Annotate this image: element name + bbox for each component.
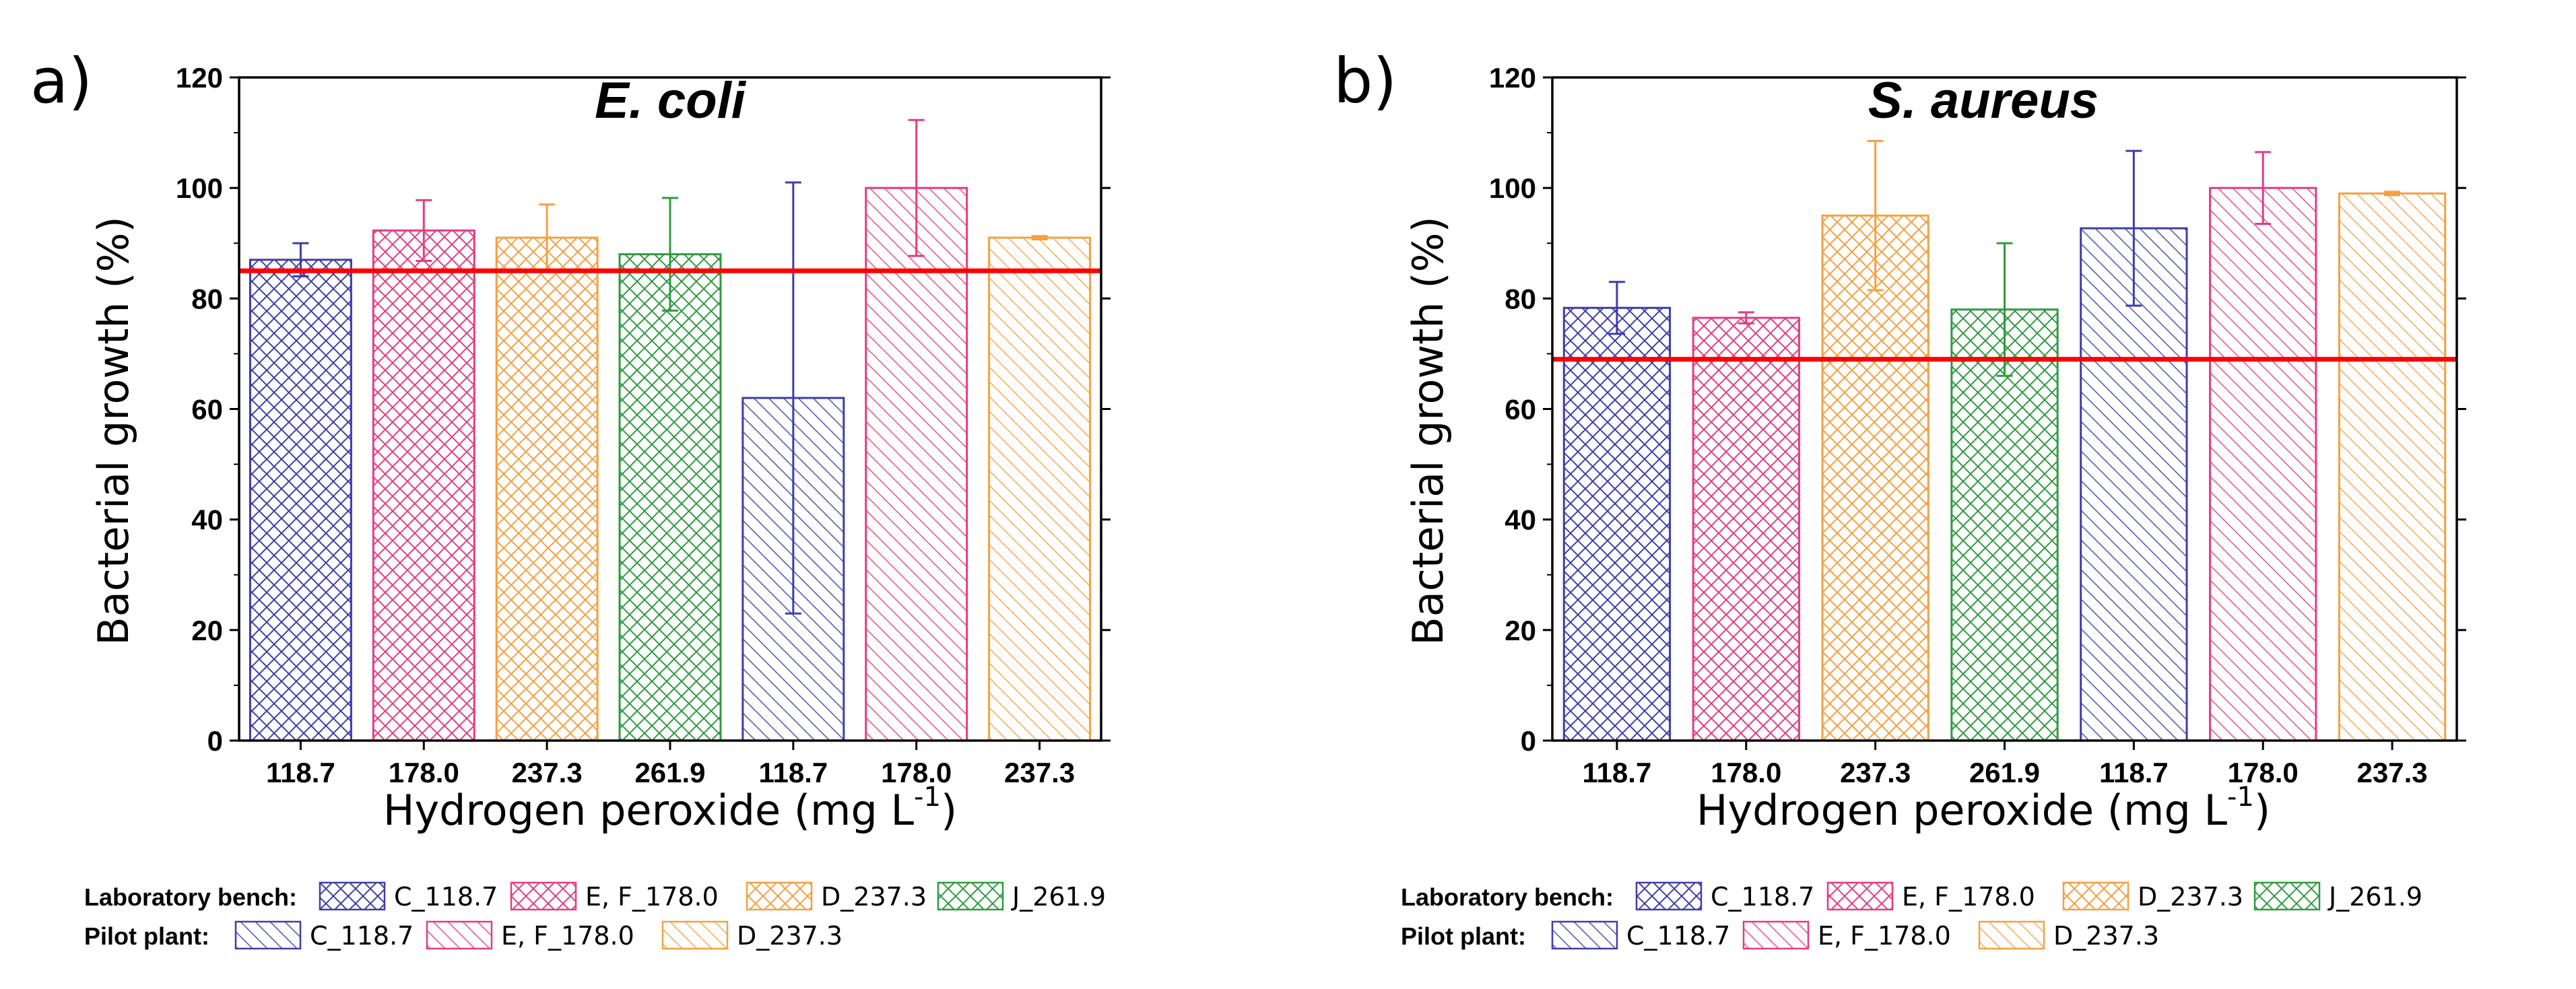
- y-axis-title: Bacterial growth (%): [89, 216, 138, 645]
- legend-swatch: [234, 920, 302, 950]
- legend-heading: Pilot plant:: [84, 922, 209, 950]
- y-tick-label: 40: [191, 504, 223, 536]
- y-tick-label: 20: [191, 615, 223, 646]
- bar-1: [1562, 306, 1672, 742]
- x-axis-title-main: Hydrogen peroxide (mg L: [383, 786, 915, 835]
- bar-6: [865, 186, 968, 742]
- x-tick-label: 118.7: [1583, 757, 1652, 788]
- x-tick-label: 178.0: [1711, 757, 1781, 788]
- x-tick-label: 178.0: [881, 757, 952, 788]
- chart-title: E. coli: [595, 72, 747, 129]
- legend-heading: Laboratory bench:: [84, 883, 297, 911]
- legend-right: Laboratory bench: C_118.7 E, F_178.0 D_237.…: [1401, 881, 2422, 951]
- legend-label: E, F_178.0: [501, 921, 634, 951]
- x-tick-label: 118.7: [758, 757, 828, 788]
- legend-label: J_261.9: [1011, 882, 1106, 912]
- legend-left: Laboratory bench: C_118.7 E, F_178.0 D_237.…: [84, 881, 1106, 951]
- legend-label: C_118.7: [1711, 882, 1814, 912]
- x-tick-label: 237.3: [512, 757, 583, 788]
- legend-swatch: [1742, 920, 1810, 950]
- x-tick-label: 261.9: [634, 757, 705, 788]
- legend-swatch: [426, 920, 493, 950]
- bar-3: [1821, 214, 1929, 742]
- bar-2: [372, 229, 475, 742]
- y-tick-label: 120: [1489, 62, 1536, 94]
- legend-heading: Laboratory bench:: [1401, 883, 1614, 911]
- x-axis-title-end: ): [941, 786, 957, 835]
- chart-panel-saureus: b) S. aureus Bacterial growth (%) Hydrog…: [1333, 45, 2466, 835]
- y-tick-label: 0: [207, 725, 223, 757]
- x-axis-title-sup: -1: [914, 782, 941, 813]
- y-tick-label: 100: [176, 172, 223, 204]
- y-tick-label: 40: [1505, 504, 1536, 536]
- x-tick-label: 118.7: [266, 757, 335, 788]
- chart-panel-ecoli: a) E. coli Bacterial growth (%) Hydrogen…: [30, 45, 1111, 835]
- x-tick-label: 237.3: [2357, 757, 2428, 788]
- legend-swatch: [1551, 920, 1618, 950]
- y-tick-label: 60: [1505, 394, 1536, 425]
- legend-swatch: [746, 881, 813, 911]
- bar-3: [495, 236, 599, 742]
- legend-swatch: [1635, 881, 1703, 911]
- legend-swatch: [937, 881, 1004, 911]
- x-tick-label: 178.0: [2228, 757, 2299, 788]
- legend-swatch: [661, 920, 729, 950]
- legend-label: E, F_178.0: [1902, 882, 2035, 912]
- x-axis-title: Hydrogen peroxide (mg L-1): [383, 782, 957, 835]
- legend-label: D_237.3: [2138, 882, 2243, 912]
- bar-6: [2209, 186, 2317, 742]
- legend-label: E, F_178.0: [1818, 921, 1951, 951]
- chart-title: S. aureus: [1868, 72, 2099, 129]
- x-tick-label: 178.0: [389, 757, 459, 788]
- plot-frame: [238, 76, 1102, 742]
- legend-swatch: [1978, 920, 2045, 950]
- y-tick-label: 0: [1521, 725, 1536, 757]
- x-tick-label: 237.3: [1840, 757, 1911, 788]
- x-axis-title-main: Hydrogen peroxide (mg L: [1696, 786, 2228, 835]
- bar-1: [249, 259, 352, 742]
- x-tick-label: 237.3: [1004, 757, 1075, 788]
- legend-label: J_261.9: [2327, 882, 2422, 912]
- x-axis-title-end: ): [2254, 786, 2270, 835]
- legend-label: C_118.7: [310, 921, 414, 951]
- legend-heading: Pilot plant:: [1401, 922, 1526, 950]
- legend-swatch: [2062, 881, 2129, 911]
- y-tick-label: 120: [176, 62, 223, 94]
- bar-4: [1950, 308, 2059, 742]
- plot-area: 0 20 40 60 80 100 120 118.7 178.0 237.3 261.9 118.7…: [1489, 62, 2466, 788]
- y-tick-label: 20: [1505, 615, 1536, 646]
- x-tick-label: 118.7: [2099, 757, 2169, 788]
- legend-swatch: [2253, 881, 2321, 911]
- panel-label: a): [30, 45, 92, 117]
- panel-label: b): [1333, 45, 1397, 117]
- x-axis-title-sup: -1: [2227, 782, 2254, 813]
- x-tick-label: 261.9: [1969, 757, 2040, 788]
- legend-label: C_118.7: [1626, 921, 1730, 951]
- bar-7: [988, 236, 1092, 742]
- bar-2: [1692, 316, 1800, 742]
- legend-swatch: [319, 881, 386, 911]
- plot-frame: [1551, 76, 2458, 742]
- legend-label: E, F_178.0: [585, 882, 719, 912]
- x-axis-title: Hydrogen peroxide (mg L-1): [1696, 782, 2270, 835]
- y-tick-label: 80: [1505, 283, 1536, 314]
- legend-label: C_118.7: [394, 882, 498, 912]
- legend-label: D_237.3: [821, 882, 927, 912]
- legend-swatch: [1826, 881, 1894, 911]
- y-axis-title: Bacterial growth (%): [1403, 216, 1453, 645]
- y-tick-label: 100: [1489, 172, 1536, 204]
- legend-swatch: [510, 881, 577, 911]
- legend-label: D_237.3: [2053, 921, 2159, 951]
- y-tick-label: 60: [191, 394, 223, 425]
- bar-7: [2338, 192, 2447, 742]
- y-tick-label: 80: [191, 283, 223, 314]
- legend-label: D_237.3: [737, 921, 843, 951]
- plot-area: 0 20 40 60 80 100 120 118.7 178.0 237.3 261.9 118.7…: [176, 62, 1111, 788]
- bar-4: [618, 253, 722, 742]
